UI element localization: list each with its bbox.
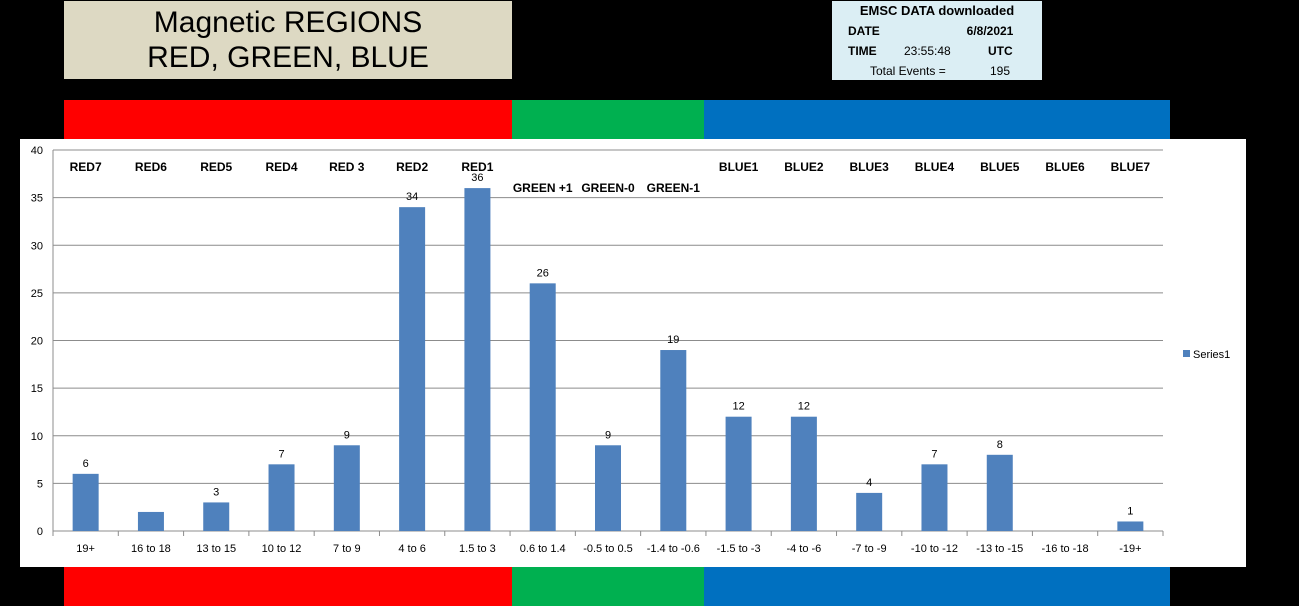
bar (333, 445, 360, 531)
region-label: BLUE4 (915, 160, 955, 174)
x-tick-label: 16 to 18 (131, 543, 171, 555)
x-tick-label: -13 to -15 (976, 543, 1023, 555)
top-blue-band (704, 100, 1170, 139)
time-value: 23:55:48 (904, 44, 951, 58)
bar (203, 502, 230, 531)
time-label: TIME (848, 44, 877, 58)
x-tick-label: -10 to -12 (911, 543, 958, 555)
bar (137, 511, 164, 531)
x-tick-label: 0.6 to 1.4 (520, 543, 566, 555)
top-red-band (64, 100, 512, 139)
region-label: RED2 (396, 160, 428, 174)
x-tick-label: 10 to 12 (262, 543, 302, 555)
region-label: BLUE3 (850, 160, 890, 174)
x-tick-label: 7 to 9 (333, 543, 361, 555)
region-label: BLUE1 (719, 160, 759, 174)
x-tick-label: -4 to -6 (786, 543, 821, 555)
data-label: 6 (83, 458, 89, 470)
bottom-green-band (512, 567, 704, 606)
top-green-band (512, 100, 704, 139)
bar (399, 207, 426, 531)
region-label: RED1 (461, 160, 493, 174)
info-header: EMSC DATA downloaded (859, 3, 1015, 18)
y-tick-label: 5 (37, 478, 43, 490)
data-label: 4 (866, 477, 872, 489)
data-label: 36 (471, 172, 483, 184)
bar (268, 464, 295, 531)
region-label: GREEN-1 (647, 181, 701, 195)
date-value: 6/8/2021 (966, 24, 1014, 38)
y-tick-label: 15 (31, 383, 43, 395)
legend-swatch (1183, 350, 1190, 357)
y-tick-label: 30 (31, 240, 43, 252)
region-label: RED7 (70, 160, 102, 174)
region-label: BLUE5 (980, 160, 1020, 174)
bar (660, 350, 687, 531)
x-tick-label: 1.5 to 3 (459, 543, 496, 555)
data-label: 34 (406, 191, 418, 203)
region-label: BLUE2 (784, 160, 824, 174)
region-label: RED4 (266, 160, 298, 174)
data-label: 12 (798, 401, 810, 413)
x-tick-label: 13 to 15 (196, 543, 236, 555)
data-label: 9 (605, 429, 611, 441)
y-tick-label: 35 (31, 193, 43, 205)
data-label: 7 (278, 448, 284, 460)
x-tick-label: 19+ (76, 543, 95, 555)
data-label: 19 (667, 334, 679, 346)
region-label: BLUE6 (1045, 160, 1085, 174)
date-label: DATE (848, 24, 880, 38)
bar (464, 188, 491, 531)
info-box: EMSC DATA downloaded DATE 6/8/2021 TIME … (832, 1, 1042, 80)
x-tick-label: -0.5 to 0.5 (583, 543, 633, 555)
chart-area: 0 5 10 15 20 25 30 35 40 6 19+ 16 to 18 3 13 to 15 7 10… (20, 139, 1246, 567)
y-tick-label: 40 (31, 145, 43, 157)
y-tick-label: 20 (31, 336, 43, 348)
region-label: GREEN-0 (581, 181, 635, 195)
x-tick-label: -19+ (1119, 543, 1141, 555)
bottom-red-band (64, 567, 512, 606)
data-label: 9 (344, 429, 350, 441)
bottom-blue-band (704, 567, 1170, 606)
region-label: RED6 (135, 160, 167, 174)
bar (725, 416, 752, 531)
data-label: 3 (213, 486, 219, 498)
time-zone: UTC (988, 44, 1013, 58)
data-label: 8 (997, 439, 1003, 451)
region-label: RED 3 (329, 160, 365, 174)
data-label: 26 (537, 267, 549, 279)
y-tick-label: 25 (31, 288, 43, 300)
x-tick-label: -16 to -18 (1042, 543, 1089, 555)
bar (529, 283, 556, 531)
data-label: 1 (1127, 505, 1133, 517)
bar (856, 492, 883, 531)
bar (1117, 521, 1144, 531)
data-label: 7 (931, 448, 937, 460)
bar (790, 416, 817, 531)
bar (72, 473, 99, 531)
x-tick-label: 4 to 6 (398, 543, 426, 555)
region-label: BLUE7 (1111, 160, 1151, 174)
region-label: GREEN +1 (513, 181, 573, 195)
bar (921, 464, 948, 531)
title-box: Magnetic REGIONS RED, GREEN, BLUE (64, 1, 512, 79)
x-tick-label: -1.5 to -3 (717, 543, 761, 555)
region-label: RED5 (200, 160, 232, 174)
bar (595, 445, 621, 531)
bar (986, 454, 1013, 531)
x-tick-label: -1.4 to -0.6 (647, 543, 700, 555)
y-tick-label: 0 (37, 526, 43, 538)
data-label: 12 (732, 401, 744, 413)
title-line-1: Magnetic REGIONS (153, 6, 423, 39)
title-line-2: RED, GREEN, BLUE (147, 41, 429, 74)
x-tick-label: -7 to -9 (852, 543, 887, 555)
legend-label: Series1 (1193, 349, 1230, 361)
total-events-value: 195 (990, 64, 1011, 78)
total-events-label: Total Events = (870, 64, 946, 78)
y-tick-label: 10 (31, 431, 43, 443)
